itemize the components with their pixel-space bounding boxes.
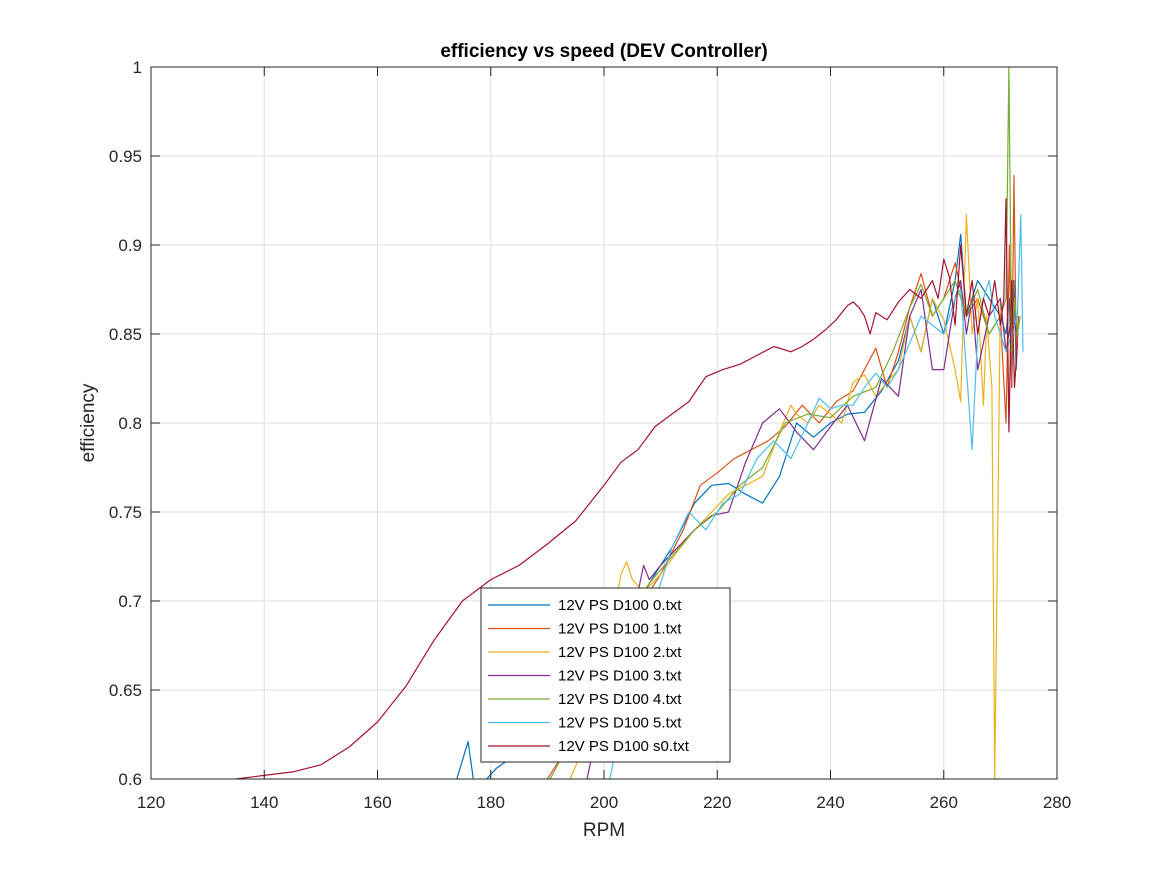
y-tick-label: 0.65	[109, 681, 142, 700]
y-axis-label: efficiency	[78, 383, 99, 462]
x-tick-label: 200	[590, 793, 618, 812]
tick-marks	[150, 66, 1058, 780]
x-tick-label: 180	[477, 793, 505, 812]
y-tick-labels: 0.6 0.65 0.7 0.75 0.8 0.85 0.9 0.95 1	[109, 58, 142, 789]
legend-label-0: 12V PS D100 0.txt	[558, 597, 682, 614]
legend-label-5: 12V PS D100 5.txt	[558, 715, 682, 732]
x-tick-label: 280	[1043, 793, 1071, 812]
x-tick-label: 260	[930, 793, 958, 812]
y-tick-label: 0.8	[118, 414, 142, 433]
series-line-1	[546, 175, 1020, 779]
y-tick-label: 0.7	[118, 592, 142, 611]
series-line-3	[586, 280, 1018, 779]
legend: 12V PS D100 0.txt 12V PS D100 1.txt 12V PS…	[480, 587, 731, 763]
y-tick-label: 0.75	[109, 503, 142, 522]
x-tick-label: 240	[816, 793, 844, 812]
series-line-6	[235, 198, 1018, 779]
legend-label-3: 12V PS D100 3.txt	[558, 668, 682, 685]
series-line-4	[549, 67, 1021, 779]
series-line-5	[609, 214, 1024, 779]
x-axis-label: RPM	[583, 820, 625, 841]
y-tick-label: 0.9	[118, 236, 142, 255]
legend-label-4: 12V PS D100 4.txt	[558, 691, 682, 708]
x-tick-label: 160	[363, 793, 391, 812]
x-tick-label: 140	[250, 793, 278, 812]
y-tick-label: 0.95	[109, 147, 142, 166]
y-tick-label: 0.6	[118, 770, 142, 789]
y-tick-label: 1	[133, 58, 142, 77]
legend-label-2: 12V PS D100 2.txt	[558, 644, 682, 661]
legend-label-1: 12V PS D100 1.txt	[558, 621, 682, 638]
x-tick-labels: 120 140 160 180 200 220 240 260 280	[137, 793, 1071, 812]
x-tick-label: 220	[703, 793, 731, 812]
series-lines	[235, 67, 1024, 779]
y-tick-label: 0.85	[109, 325, 142, 344]
chart-title: efficiency vs speed (DEV Controller)	[440, 41, 767, 62]
x-tick-label: 120	[137, 793, 165, 812]
legend-label-6: 12V PS D100 s0.txt	[558, 738, 690, 755]
